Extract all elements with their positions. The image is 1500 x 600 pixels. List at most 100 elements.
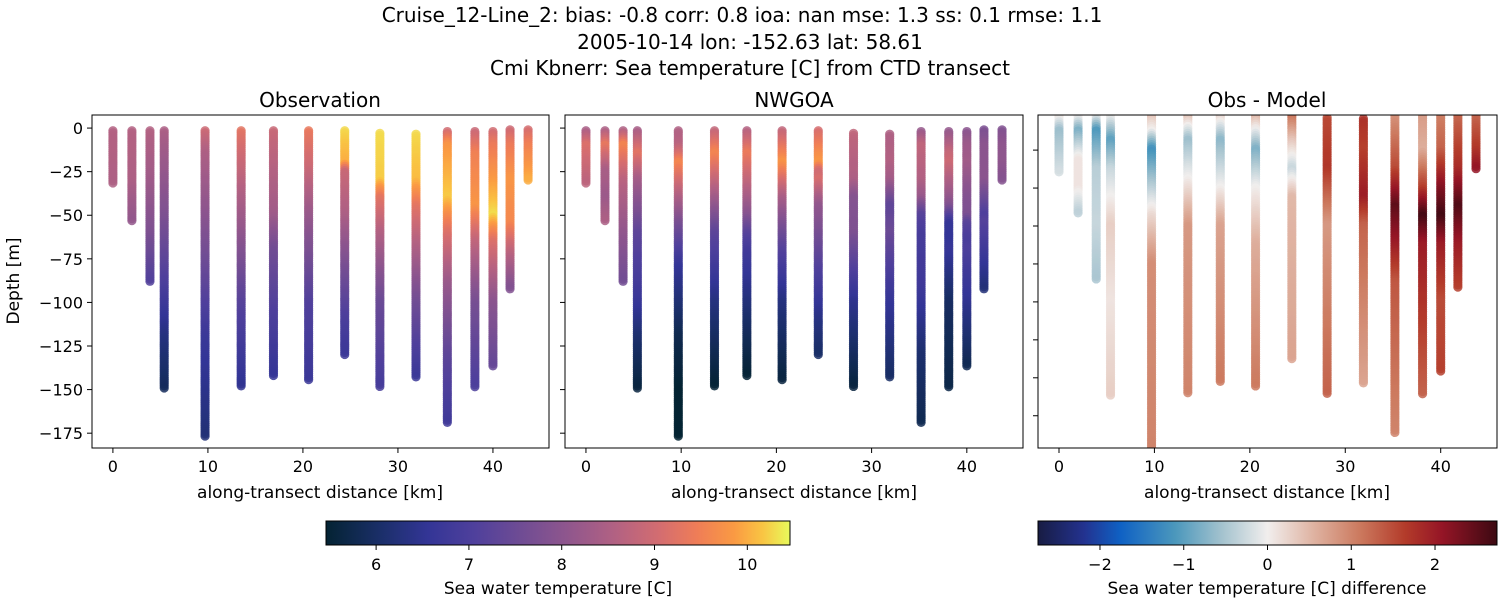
cast-profile (442, 126, 452, 427)
x-tick-label: 10 (198, 457, 218, 476)
cast-profile (488, 126, 498, 371)
x-tick-label: 30 (388, 457, 408, 476)
cast-profile (523, 125, 533, 185)
cast-profile (159, 126, 169, 393)
cast-profile (470, 126, 480, 392)
cast-profile (1146, 115, 1157, 448)
data-point (1054, 167, 1064, 177)
data-point (108, 178, 118, 188)
plot-area (1054, 115, 1481, 448)
data-point (523, 175, 533, 185)
cast-profile (1471, 115, 1481, 174)
colorbar-tick-label: 10 (737, 555, 757, 574)
cast-profile (127, 126, 137, 226)
cast-profile (1390, 115, 1400, 438)
cast-profile (673, 126, 683, 441)
data-point (488, 361, 498, 371)
cast-profile (108, 126, 118, 188)
data-point (1417, 389, 1428, 399)
x-tick-label: 20 (293, 457, 313, 476)
data-point (1358, 378, 1369, 388)
data-point (777, 375, 787, 385)
data-point (1287, 354, 1297, 364)
data-point (997, 175, 1007, 185)
cast-profile (1436, 115, 1446, 376)
figure-title-line-3: Cmi Kbnerr: Sea temperature [C] from CTD… (490, 56, 1010, 80)
data-point (1215, 376, 1225, 386)
data-point (375, 381, 385, 392)
colorbar-tick-label: 6 (371, 555, 381, 574)
x-tick-label: 0 (581, 457, 591, 476)
y-tick-label: −150 (39, 381, 83, 400)
x-tick-label: 10 (1144, 457, 1164, 476)
figure-title-line-2: 2005-10-14 lon: -152.63 lat: 58.61 (577, 30, 923, 54)
x-tick-label: 10 (671, 457, 691, 476)
colorbar-tick-label: −1 (1172, 555, 1196, 574)
data-point (304, 375, 314, 385)
cast-profile (1417, 115, 1428, 399)
colorbar-label: Sea water temperature [C] (444, 579, 672, 599)
plot-area (108, 125, 533, 441)
colorbar-tick-label: 2 (1430, 555, 1440, 574)
cast-profile (200, 126, 210, 441)
panel-title: Obs - Model (1208, 88, 1327, 112)
colorbar-difference: Sea water temperature [C] difference −2 −… (1037, 520, 1498, 599)
x-axis-label: along-transect distance [km] (197, 483, 443, 503)
cast-profile (1215, 115, 1225, 386)
colorbar-tick-label: 7 (464, 555, 474, 574)
cast-profile (1073, 115, 1083, 218)
x-tick-label: 20 (766, 457, 786, 476)
data-point (1183, 388, 1193, 398)
data-point (618, 276, 628, 286)
cast-profile (236, 126, 246, 391)
data-point (411, 372, 421, 382)
x-axis-label: along-transect distance [km] (671, 483, 917, 503)
cast-profile (145, 126, 155, 286)
axes-frame (564, 114, 1024, 449)
cast-profile (1322, 115, 1332, 398)
cast-profile (885, 129, 895, 382)
cast-profile (709, 126, 720, 391)
cast-profile (1287, 115, 1297, 364)
cast-profile (813, 126, 823, 360)
y-tick-label: −75 (49, 250, 83, 269)
colorbar-tick-label: −2 (1088, 555, 1112, 574)
panel-title: Observation (259, 88, 381, 112)
data-point (1322, 388, 1332, 398)
y-tick-label: −100 (39, 293, 83, 312)
data-point (916, 417, 926, 427)
data-point (1471, 164, 1481, 174)
cast-profile (1183, 115, 1193, 398)
cast-profile (848, 128, 859, 392)
data-point (673, 431, 683, 441)
y-tick-label: 0 (73, 119, 83, 138)
cast-profile (777, 126, 787, 385)
x-tick-label: 40 (1431, 457, 1451, 476)
data-point (848, 381, 859, 392)
y-tick-label: −25 (49, 163, 83, 182)
cast-profile (304, 126, 314, 385)
cast-profile (411, 129, 421, 382)
panel-observation: Observation along-transect distance [km]… (4, 88, 550, 503)
x-tick-label: 40 (483, 457, 503, 476)
colorbar-tick-label: 8 (557, 555, 567, 574)
cast-profile (618, 126, 628, 286)
data-point (159, 383, 169, 393)
cast-profile (742, 126, 752, 381)
data-point (236, 381, 246, 391)
x-tick-label: 0 (1054, 457, 1064, 476)
cast-profile (1105, 115, 1116, 400)
cast-profile (375, 128, 385, 392)
colorbar-label: Sea water temperature [C] difference (1107, 579, 1426, 599)
panel-nwgoa: NWGOA along-transect distance [km] 0 10 20… (560, 88, 1024, 503)
panel-obs-minus-model: Obs - Model along-transect distance [km]… (1033, 88, 1498, 503)
colorbar-temperature: Sea water temperature [C] 6 7 8 9 10 (325, 520, 791, 599)
x-tick-label: 0 (108, 457, 118, 476)
data-point (145, 276, 155, 286)
data-point (979, 284, 989, 294)
panel-title: NWGOA (754, 88, 834, 112)
data-point (200, 431, 210, 441)
cast-profile (340, 126, 350, 360)
colorbar-tick-label: 9 (649, 555, 659, 574)
